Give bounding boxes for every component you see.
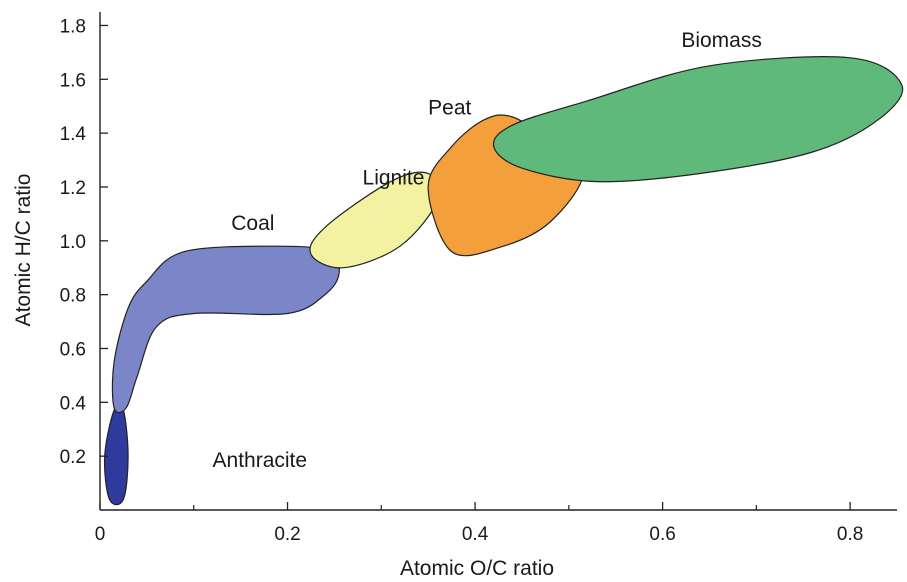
y-axis-title: Atomic H/C ratio: [12, 174, 35, 327]
region-label-anthracite: Anthracite: [213, 449, 308, 472]
region-anthracite: [103, 404, 129, 506]
region-layer: [103, 56, 904, 506]
y-tick-label: 1.2: [60, 178, 86, 199]
region-label-layer: Anthracite Coal Lignite Peat Biomass: [213, 29, 762, 472]
region-label-lignite: Lignite: [363, 166, 425, 189]
x-tick-layer: 0 0.2 0.4 0.6 0.8: [95, 502, 863, 545]
region-label-coal: Coal: [231, 212, 274, 235]
x-tick-label: 0.8: [837, 524, 863, 545]
y-tick-label: 1.4: [60, 124, 87, 145]
x-tick-label: 0.4: [462, 524, 489, 545]
y-tick-label: 1.6: [60, 70, 86, 91]
x-axis-title: Atomic O/C ratio: [400, 557, 554, 580]
x-tick-label: 0.2: [274, 524, 300, 545]
region-label-peat: Peat: [428, 96, 471, 119]
axes: [99, 12, 897, 511]
region-label-biomass: Biomass: [681, 29, 762, 52]
region-biomass: [492, 56, 904, 183]
y-tick-label: 1.8: [60, 16, 86, 37]
y-tick-label: 0.2: [60, 447, 86, 468]
x-tick-label: 0: [95, 524, 106, 545]
x-tick-label: 0.6: [649, 524, 675, 545]
region-coal: [111, 245, 341, 414]
y-tick-label: 1.0: [60, 232, 86, 253]
y-tick-layer: 0.2 0.4 0.6 0.8 1.0 1.2 1.4 1.6 1.8: [60, 16, 108, 468]
y-tick-label: 0.8: [60, 286, 86, 307]
y-tick-label: 0.6: [60, 339, 86, 360]
y-tick-label: 0.4: [60, 393, 87, 414]
